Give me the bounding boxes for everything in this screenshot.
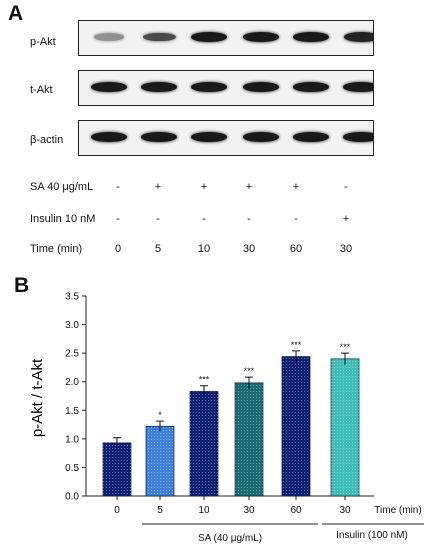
blot-band [343, 132, 373, 142]
blot-band [343, 32, 373, 42]
significance-marker: *** [291, 340, 302, 350]
blot-band [91, 132, 127, 142]
y-tick-label: 1.5 [65, 406, 79, 417]
condition-value: - [344, 181, 348, 193]
blot-band [243, 82, 279, 92]
x-tick-label: 0 [114, 505, 120, 516]
y-tick-label: 2.0 [65, 377, 79, 388]
blot-band [243, 132, 279, 142]
y-axis-label: p-Akt / t-Akt [29, 358, 46, 437]
condition-label-sa: SA 40 μg/mL [30, 181, 94, 193]
condition-value: + [154, 181, 162, 193]
panel-b-letter: B [14, 274, 30, 297]
bar-texture [282, 356, 310, 496]
bar-texture [331, 358, 359, 496]
blot-band [293, 132, 329, 142]
blot-label-beta-actin: β-actin [30, 134, 64, 146]
x-tick-label: 5 [157, 505, 163, 516]
bar-texture [190, 391, 218, 496]
significance-marker: *** [244, 366, 255, 376]
group-label-insulin: Insulin (100 nM) [336, 530, 408, 541]
condition-value: - [247, 213, 251, 225]
blot-beta-actin [78, 120, 374, 156]
blot-band [191, 32, 227, 42]
bar-texture [103, 442, 131, 496]
condition-value: - [202, 213, 206, 225]
condition-value: 30 [339, 243, 353, 255]
condition-value: 30 [242, 243, 256, 255]
y-tick-label: 3.5 [65, 292, 79, 303]
blot-band [94, 33, 124, 41]
condition-value: - [156, 213, 160, 225]
x-tick-label: 10 [198, 505, 210, 516]
blot-band [191, 82, 227, 92]
significance-marker: *** [199, 375, 210, 385]
bar-texture [146, 426, 174, 496]
blot-band [293, 32, 329, 42]
x-tick-label: 30 [243, 505, 255, 516]
condition-value: 0 [114, 243, 122, 255]
blot-p-akt [78, 20, 374, 56]
condition-value: + [292, 181, 300, 193]
y-tick-label: 1.0 [65, 434, 79, 445]
blot-t-akt [78, 70, 374, 106]
condition-value: - [116, 213, 120, 225]
blot-band [191, 132, 227, 142]
blot-band [293, 82, 329, 92]
x-tick-label: 30 [339, 505, 351, 516]
condition-value: + [200, 181, 208, 193]
condition-value: 60 [289, 243, 303, 255]
x-unit-label: Time (min) [374, 505, 421, 516]
y-tick-label: 3.0 [65, 320, 79, 331]
blot-band [243, 32, 279, 42]
x-tick-label: 60 [290, 505, 302, 516]
group-label-sa: SA (40 μg/mL) [198, 533, 262, 544]
panel-a-letter: A [8, 2, 24, 25]
blot-band [91, 82, 127, 92]
y-tick-label: 2.5 [65, 349, 79, 360]
significance-marker: *** [340, 342, 351, 352]
y-tick-label: 0.0 [65, 492, 79, 503]
blot-label-p-akt: p-Akt [30, 36, 56, 48]
condition-label-time: Time (min) [30, 243, 83, 255]
condition-value: - [294, 213, 298, 225]
condition-value: + [245, 181, 253, 193]
blot-band [142, 32, 176, 42]
blot-band [141, 82, 177, 92]
blot-band [343, 82, 373, 92]
blot-label-t-akt: t-Akt [30, 84, 53, 96]
bar-texture [235, 382, 263, 496]
condition-value: 10 [197, 243, 211, 255]
condition-label-insulin: Insulin 10 nM [30, 213, 96, 225]
y-tick-label: 0.5 [65, 463, 79, 474]
significance-marker: * [158, 410, 162, 420]
condition-value: 5 [154, 243, 162, 255]
condition-value: - [116, 181, 120, 193]
condition-value: + [342, 213, 350, 225]
blot-band [141, 132, 177, 142]
